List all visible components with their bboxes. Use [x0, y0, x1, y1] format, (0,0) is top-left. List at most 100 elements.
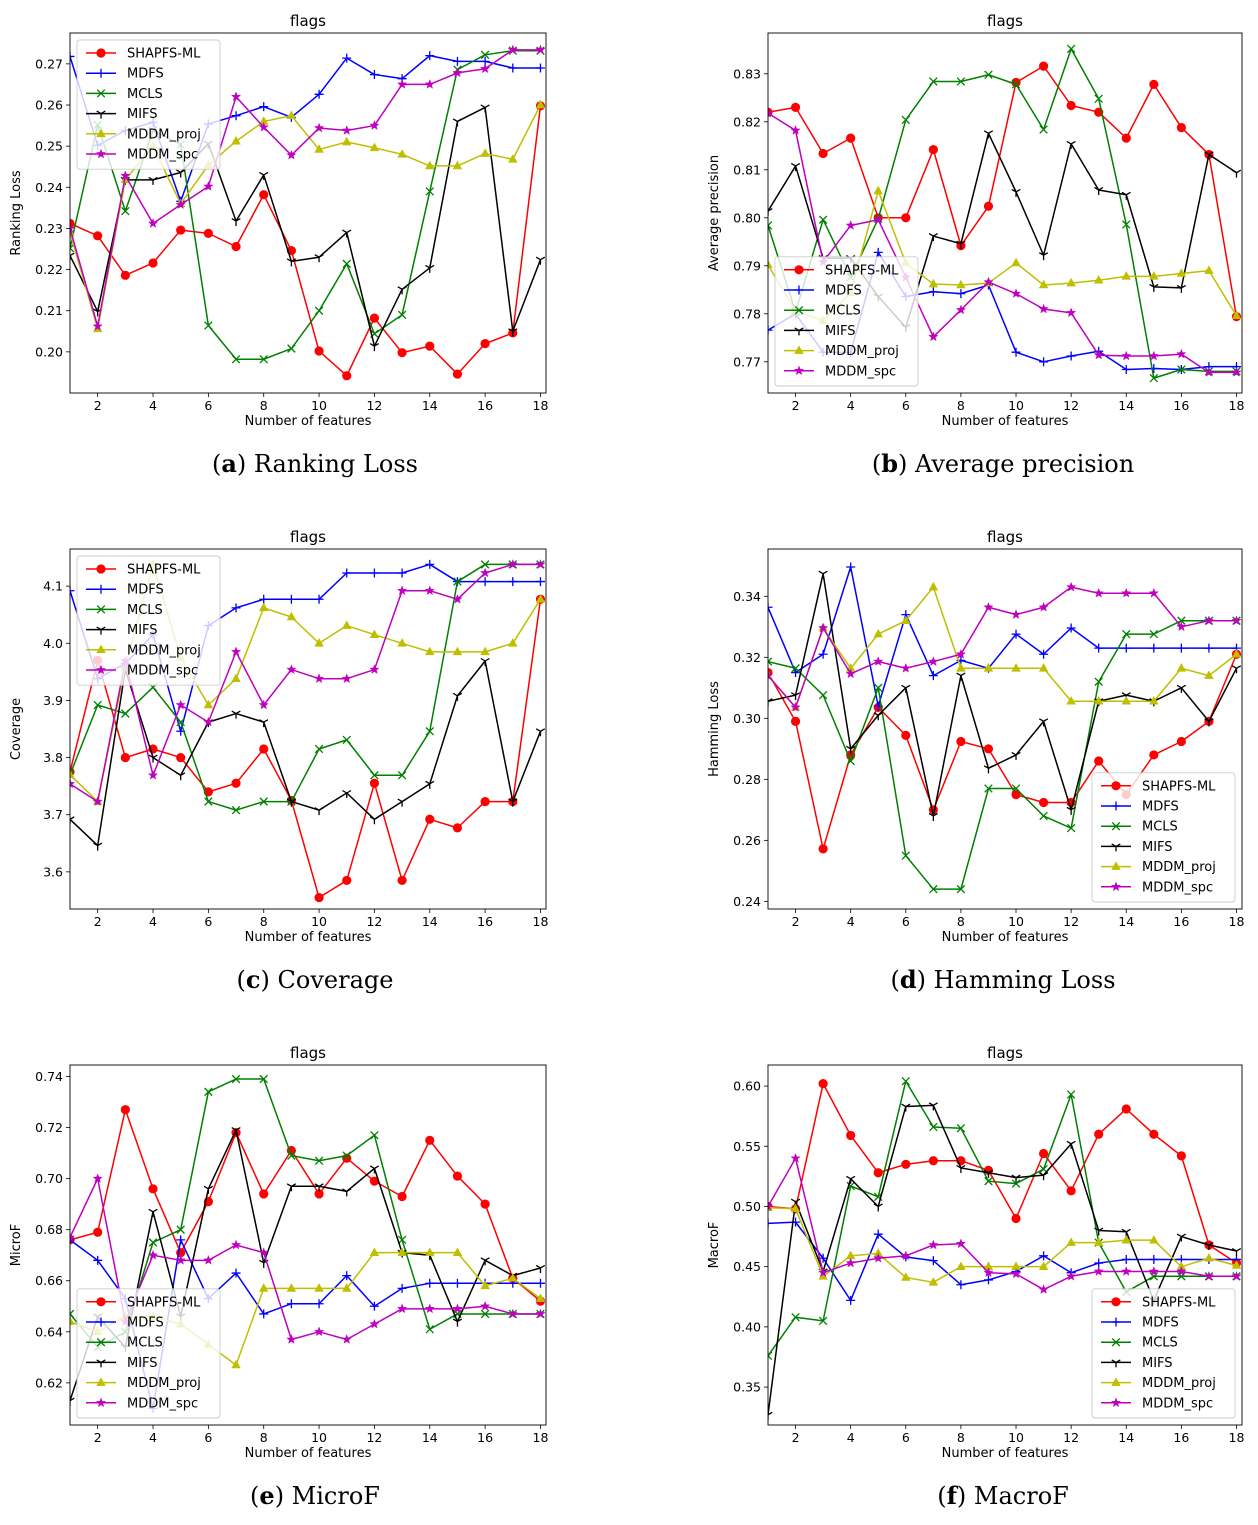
data-point-mddm-spc: [424, 1303, 435, 1314]
data-point-mcls: [1011, 80, 1021, 89]
data-point-mddm-proj: [1231, 310, 1242, 320]
data-point-shapfs-ml: [425, 1135, 435, 1145]
legend-marker-shapfs-ml: [1111, 781, 1121, 791]
x-axis-label: Number of features: [942, 930, 1069, 945]
y-tick-label: 0.77: [733, 354, 761, 369]
data-point-mcls: [287, 344, 296, 353]
legend-label-mifs: MIFS: [1142, 840, 1173, 855]
series-line-shapfs-ml: [70, 599, 542, 899]
data-point-mddm-spc: [873, 214, 884, 225]
data-point-mcls: [204, 321, 213, 330]
data-point-mcls: [342, 1151, 352, 1160]
data-point-mddm-proj: [1066, 1237, 1076, 1246]
y-axis-label: Ranking Loss: [9, 170, 24, 255]
legend-label-mcls: MCLS: [127, 1336, 163, 1351]
y-tick-label: 0.66: [35, 1273, 63, 1288]
data-point-shapfs-ml: [176, 752, 186, 763]
caption-letter: b: [881, 449, 898, 478]
series-line-shapfs-ml: [768, 653, 1238, 850]
data-point-mdfs: [535, 577, 545, 587]
data-point-mifs: [369, 816, 380, 825]
legend-marker-mcls: [1111, 1337, 1121, 1347]
data-point-mifs: [983, 1169, 994, 1178]
data-point-mddm-spc: [286, 149, 297, 160]
data-point-shapfs-ml: [818, 148, 828, 159]
data-point-mddm-proj: [535, 1293, 546, 1302]
data-point-mddm-spc: [818, 622, 829, 633]
data-point-mddm-spc: [1010, 288, 1022, 298]
data-point-mddm-proj: [397, 1247, 407, 1256]
data-point-mddm-proj: [1149, 1234, 1159, 1244]
data-point-mdfs: [425, 559, 435, 569]
data-point-mcls: [956, 884, 966, 894]
series-line-mcls: [768, 619, 1237, 890]
data-point-shapfs-ml: [480, 339, 490, 349]
data-point-mdfs: [1094, 1258, 1104, 1268]
legend-label-mifs: MIFS: [1142, 1356, 1173, 1371]
x-tick-label: 14: [422, 914, 438, 929]
data-point-mcls: [397, 1235, 407, 1245]
data-point-mddm-proj: [452, 160, 463, 170]
data-point-mifs: [768, 698, 773, 707]
data-point-mdfs: [508, 577, 518, 587]
legend-marker-mddm-proj: [1111, 861, 1121, 870]
data-point-mifs: [70, 252, 75, 261]
chart-title: flags: [290, 12, 326, 30]
data-point-mddm-proj: [873, 185, 883, 195]
data-point-mddm-spc: [1148, 1266, 1159, 1276]
data-point-mcls: [984, 784, 993, 793]
data-point-mcls: [204, 1087, 213, 1097]
data-point-mifs: [1066, 140, 1076, 149]
data-point-shapfs-ml: [120, 752, 130, 763]
plot-frame: [69, 32, 547, 394]
x-tick-label: 10: [311, 398, 327, 413]
caption-text: ) Average precision: [898, 450, 1134, 478]
data-point-mifs: [508, 328, 518, 337]
data-point-mddm-proj: [1121, 271, 1131, 280]
data-point-mddm-spc: [147, 218, 159, 228]
data-point-mcls: [370, 771, 379, 780]
x-tick-label: 2: [792, 914, 800, 929]
data-point-mdfs: [818, 649, 828, 659]
data-point-mddm-spc: [1010, 609, 1022, 619]
legend-marker-mifs: [96, 110, 106, 119]
legend-label-mifs: MIFS: [127, 1356, 158, 1371]
y-tick-label: 0.79: [733, 258, 761, 273]
data-point-mdfs: [425, 51, 435, 61]
data-point-mdfs: [342, 1271, 352, 1281]
data-point-mddm-proj: [1121, 1234, 1131, 1244]
y-axis: 0.24 0.26 0.28 0.30 0.32 0.34: [733, 589, 768, 909]
data-point-mifs: [397, 286, 407, 295]
data-point-mcls: [873, 683, 883, 693]
data-point-mddm-spc: [1231, 1270, 1242, 1281]
data-point-mifs: [397, 798, 407, 807]
data-point-shapfs-ml: [148, 1184, 158, 1194]
legend-marker-mddm-proj: [1111, 1377, 1121, 1386]
data-point-mcls: [425, 187, 435, 196]
data-point-mdfs: [231, 603, 241, 613]
data-point-shapfs-ml: [397, 348, 407, 358]
legend-marker-mdfs: [1111, 801, 1121, 811]
data-point-mifs: [846, 745, 856, 754]
chart-panel-a: flags 2 4 6 8 10 12 14 16 18 Number of features 0.2…: [9, 12, 548, 478]
data-point-mifs: [1038, 718, 1049, 727]
data-point-mddm-spc: [873, 656, 884, 666]
data-point-mddm-spc: [1010, 1268, 1022, 1279]
data-point-mdfs: [956, 289, 966, 299]
legend-label-mddm-spc: MDDM_spc: [127, 664, 198, 679]
legend-label-mddm-proj: MDDM_proj: [1142, 1376, 1216, 1391]
y-axis-label: MacroF: [707, 1222, 722, 1269]
data-point-shapfs-ml: [873, 1168, 883, 1178]
legend-label-mdfs: MDFS: [127, 583, 164, 598]
data-point-mcls: [1066, 44, 1076, 54]
data-point-mdfs: [397, 568, 407, 578]
x-tick-label: 6: [902, 1430, 910, 1445]
data-point-mddm-proj: [1231, 649, 1242, 658]
data-point-shapfs-ml: [818, 844, 828, 854]
x-tick-label: 14: [422, 398, 438, 413]
data-point-mdfs: [1149, 364, 1159, 374]
legend-label-shapfs-ml: SHAPFS-ML: [1142, 1295, 1216, 1310]
data-point-mddm-spc: [313, 673, 325, 684]
x-tick-label: 8: [260, 1430, 268, 1445]
legend-box: [76, 39, 221, 170]
